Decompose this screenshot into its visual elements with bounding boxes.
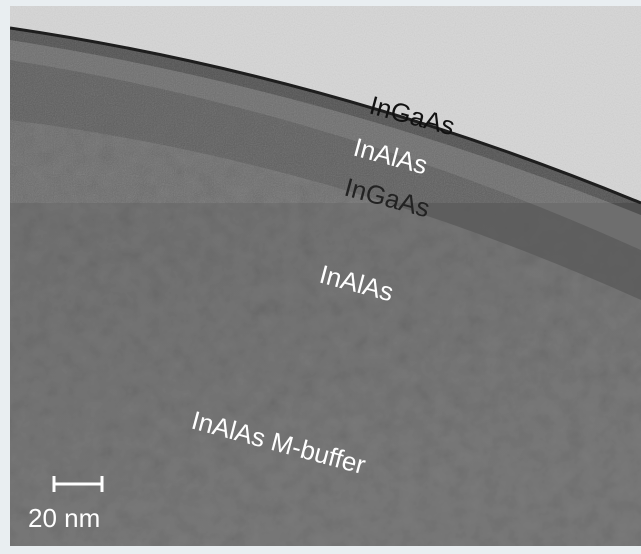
micrograph: InGaAs InAlAs InGaAs InAlAs InAlAs M-buf… [0, 0, 641, 554]
scale-bar-label: 20 nm [28, 503, 100, 533]
page: InGaAs InAlAs InGaAs InAlAs InAlAs M-buf… [0, 0, 641, 554]
